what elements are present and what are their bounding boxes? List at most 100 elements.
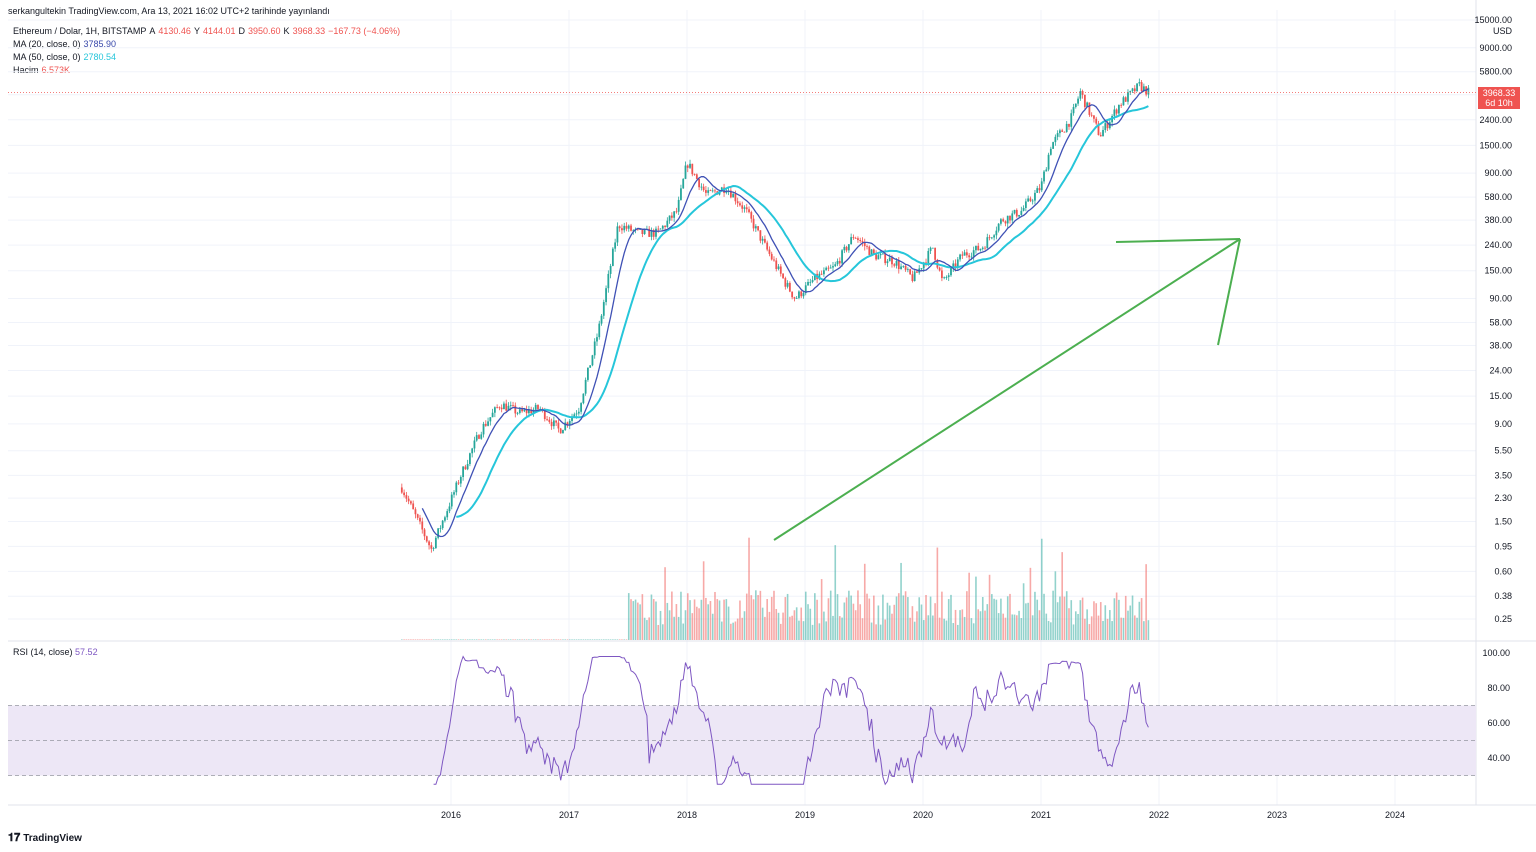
candle-body — [591, 355, 594, 366]
legend-ma50-row[interactable]: MA (50, close, 0) 2780.54 — [13, 51, 400, 64]
volume-bar — [1009, 593, 1011, 640]
volume-bar — [528, 639, 530, 640]
low-value: 3950.60 — [248, 26, 281, 36]
volume-bar — [1143, 621, 1145, 640]
candle-body — [521, 409, 524, 412]
candle-body — [425, 536, 428, 542]
volume-bar — [471, 639, 473, 640]
volume-bar — [777, 612, 780, 640]
volume-bar — [861, 618, 864, 640]
legend-ma20-row[interactable]: MA (20, close, 0) 3785.90 — [13, 38, 400, 51]
candle-body — [988, 237, 991, 239]
candle-body — [1097, 123, 1100, 136]
volume-bar — [732, 622, 734, 640]
candle-body — [959, 254, 961, 260]
tradingview-logo[interactable]: 𝟏𝟕 TradingView — [8, 832, 82, 845]
volume-bar — [1124, 595, 1127, 640]
volume-bar — [625, 639, 628, 640]
volume-bar — [1040, 538, 1043, 640]
volume-bar — [1097, 615, 1100, 640]
symbol-label[interactable]: Ethereum / Dolar, 1H, BITSTAMP — [13, 26, 147, 36]
candle-body — [1127, 92, 1129, 102]
pane-separators[interactable] — [8, 0, 1536, 806]
ma50-value: 2780.54 — [83, 52, 117, 62]
volume-bar — [838, 616, 841, 640]
candle-body — [732, 193, 735, 198]
candle-body — [1088, 102, 1091, 115]
trend-arrow-drawing[interactable] — [773, 238, 1241, 541]
volume-bar — [991, 594, 993, 640]
candle-body — [632, 230, 635, 231]
candle-body — [473, 440, 476, 449]
candle-body — [1059, 130, 1061, 134]
candle-body — [439, 528, 442, 529]
candle-body — [1061, 130, 1064, 132]
candle-body — [614, 242, 617, 249]
volume-bar — [1145, 564, 1147, 640]
volume-bar — [814, 593, 816, 640]
price-axis[interactable]: 9000.005800.003800.002400.001500.00900.0… — [1474, 15, 1512, 624]
candle-body — [779, 266, 782, 274]
volume-bar — [623, 639, 626, 640]
candle-body — [1077, 98, 1079, 104]
volume-bar — [602, 639, 605, 640]
time-axis[interactable]: 2016 2017 2018 2019 2020 2021 2022 2023 2024 — [441, 810, 1405, 820]
candle-body — [709, 190, 712, 192]
volume-bar — [1072, 624, 1075, 640]
candle-body — [680, 188, 682, 200]
candle-body — [888, 257, 891, 262]
volume-bar — [816, 599, 818, 640]
volume-bar — [530, 639, 532, 640]
rsi-tick-label: 60.00 — [1487, 718, 1510, 728]
volume-bar — [963, 616, 966, 640]
volume-bar — [639, 604, 641, 640]
candle-body — [627, 225, 630, 229]
volume-bar — [952, 623, 955, 640]
currency-label: USD — [1493, 26, 1513, 36]
candle-body — [818, 273, 821, 280]
volume-bar — [759, 590, 762, 640]
volume-bar — [1095, 603, 1098, 640]
candle-body — [965, 252, 968, 256]
volume-bar — [496, 639, 498, 640]
candle-body — [441, 520, 444, 529]
volume-bar — [1133, 615, 1136, 640]
legend-volume-row[interactable]: Hacim 6.573K — [13, 64, 400, 77]
volume-bar — [696, 606, 698, 640]
rsi-legend[interactable]: RSI (14, close) 57.52 — [13, 647, 98, 657]
candle-body — [650, 230, 653, 237]
volume-bar — [1000, 598, 1002, 640]
candle-body — [478, 435, 480, 439]
volume-bar — [752, 599, 755, 640]
candle-body — [525, 409, 528, 414]
volume-bar — [421, 639, 424, 640]
candle-body — [986, 237, 989, 249]
candle-body — [902, 265, 905, 267]
candle-body — [562, 430, 564, 434]
candle-body — [834, 264, 837, 267]
rsi-axis[interactable]: 100.00 80.00 60.00 40.00 — [1482, 648, 1510, 763]
candle-body — [934, 247, 937, 260]
volume-bar — [573, 639, 576, 640]
candle-body — [503, 403, 505, 410]
volume-bar — [909, 617, 911, 640]
volume-bar — [866, 593, 868, 640]
candle-body — [432, 548, 435, 549]
candle-body — [852, 237, 855, 239]
volume-bar — [591, 639, 594, 640]
volume-bar — [975, 576, 977, 640]
volume-bar — [968, 572, 970, 640]
volume-bar — [879, 624, 882, 640]
volume-bar — [550, 639, 553, 640]
candle-body — [666, 220, 669, 227]
volume-bar — [457, 639, 460, 640]
volume-bar — [1081, 597, 1084, 640]
candle-body — [550, 421, 553, 427]
volume-bar — [450, 639, 453, 640]
candle-body — [641, 229, 644, 235]
volume-bar — [873, 595, 875, 640]
volume-bar — [804, 591, 807, 640]
candle-body — [464, 466, 467, 470]
volume-bar — [1090, 616, 1093, 640]
